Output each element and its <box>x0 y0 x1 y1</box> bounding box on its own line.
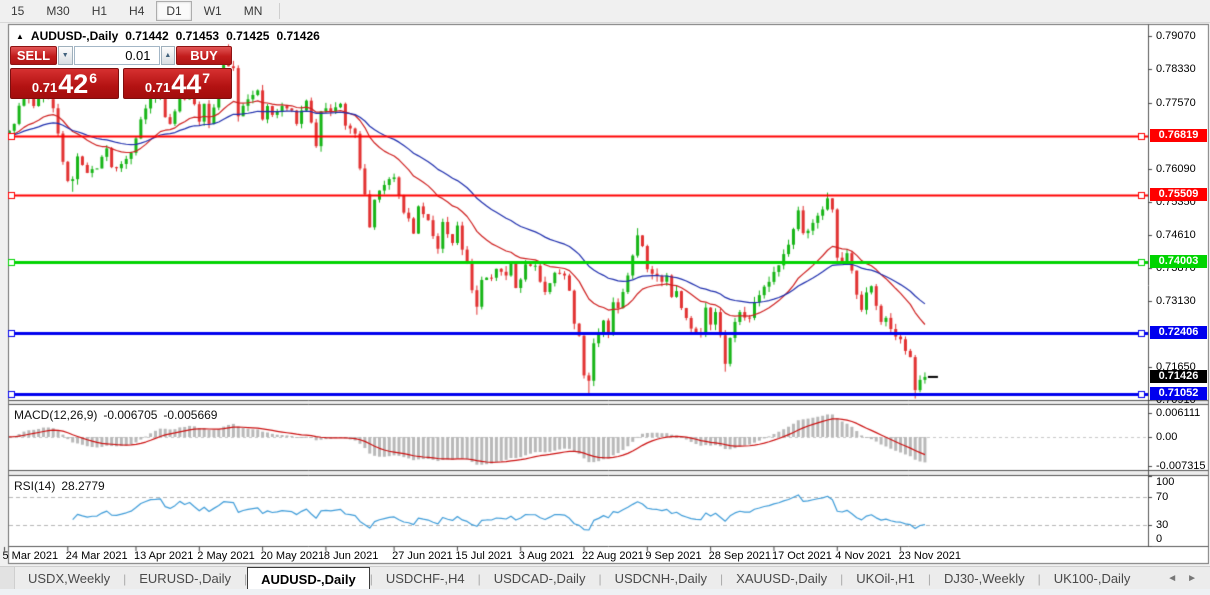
tab-usdchf-h4[interactable]: USDCHF-,H4 <box>385 571 465 586</box>
tab-usdcnh-daily[interactable]: USDCNH-,Daily <box>614 571 708 586</box>
timeframe-h1[interactable]: H1 <box>91 4 108 18</box>
chart-title-line: ▲ AUDUSD-,Daily 0.71442 0.71453 0.71425 … <box>16 29 327 43</box>
timeframe-m30[interactable]: M30 <box>46 4 70 18</box>
tab-usdx-weekly[interactable]: USDX,Weekly <box>28 571 111 586</box>
chart-symbol-title: AUDUSD-,Daily <box>30 29 119 43</box>
ask-pip-digit: 7 <box>202 70 211 86</box>
one-click-trading-panel: SELL ▼ ▲ BUY 0.71 42 6 0.71 44 7 <box>10 46 232 99</box>
rsi-value: 28.2779 <box>61 479 105 493</box>
tab-separator: | <box>1037 571 1041 586</box>
tab-dj30-weekly[interactable]: DJ30-,Weekly <box>943 571 1025 586</box>
tab-separator: | <box>477 571 481 586</box>
tab-bar-grip <box>0 567 15 590</box>
status-strip <box>0 589 1210 595</box>
tab-uk100-daily[interactable]: UK100-,Daily <box>1053 571 1131 586</box>
bid-pip-digit: 6 <box>89 70 98 86</box>
tab-xauusd-daily[interactable]: XAUUSD-,Daily <box>736 571 828 586</box>
buy-button[interactable]: BUY <box>176 46 232 65</box>
volume-input[interactable] <box>73 46 160 65</box>
bid-price-panel[interactable]: 0.71 42 6 <box>10 68 119 99</box>
tab-ukoil-h1[interactable]: UKOil-,H1 <box>856 571 915 586</box>
toolbar-separator <box>279 3 281 19</box>
tab-eurusd-daily[interactable]: EURUSD-,Daily <box>139 571 231 586</box>
ohlc-open: 0.71442 <box>125 29 169 43</box>
bid-big-digits: 42 <box>58 69 89 99</box>
tab-separator: | <box>840 571 844 586</box>
volume-up-icon[interactable]: ▲ <box>160 46 176 65</box>
rsi-name: RSI(14) <box>14 479 56 493</box>
ohlc-high: 0.71453 <box>175 29 220 43</box>
timeframe-h4[interactable]: H4 <box>129 4 145 18</box>
sell-button[interactable]: SELL <box>10 46 57 65</box>
tab-separator: | <box>927 571 931 586</box>
tab-scroll-arrows: ◄ ► <box>1162 567 1210 590</box>
collapse-chart-icon[interactable]: ▲ <box>16 31 24 41</box>
volume-down-icon[interactable]: ▼ <box>57 46 73 65</box>
macd-value: -0.006705 <box>103 408 158 422</box>
chart-tab-bar: USDX,Weekly | EURUSD-,Daily | AUDUSD-,Daily |… <box>0 566 1210 590</box>
ask-big-digits: 44 <box>171 69 202 99</box>
timeframe-15[interactable]: 15 <box>11 4 25 18</box>
macd-name: MACD(12,26,9) <box>14 408 98 422</box>
tab-scroll-right-icon[interactable]: ► <box>1187 573 1197 584</box>
tab-scroll-left-icon[interactable]: ◄ <box>1167 573 1178 584</box>
bid-prefix: 0.71 <box>31 80 58 95</box>
tab-audusd-daily[interactable]: AUDUSD-,Daily <box>247 567 370 590</box>
macd-signal-value: -0.005669 <box>163 408 218 422</box>
macd-label-line: MACD(12,26,9) -0.006705 -0.005669 <box>14 408 223 422</box>
timeframe-w1[interactable]: W1 <box>203 4 222 18</box>
tab-separator: | <box>369 571 373 586</box>
ohlc-low: 0.71425 <box>226 29 270 43</box>
tab-separator: | <box>243 571 248 586</box>
timeframe-toolbar: 15 M30 H1 H4 D1 W1 MN <box>0 0 1210 23</box>
tab-separator: | <box>720 571 724 586</box>
ask-price-panel[interactable]: 0.71 44 7 <box>123 68 232 99</box>
ask-prefix: 0.71 <box>144 80 171 95</box>
tab-separator: | <box>123 571 127 586</box>
tab-usdcad-daily[interactable]: USDCAD-,Daily <box>493 571 586 586</box>
tab-separator: | <box>598 571 602 586</box>
rsi-label-line: RSI(14) 28.2779 <box>14 479 111 493</box>
ohlc-close: 0.71426 <box>276 29 320 43</box>
timeframe-mn[interactable]: MN <box>243 4 263 18</box>
tab-list: USDX,Weekly | EURUSD-,Daily | AUDUSD-,Daily |… <box>15 567 1143 590</box>
timeframe-d1[interactable]: D1 <box>156 1 192 21</box>
